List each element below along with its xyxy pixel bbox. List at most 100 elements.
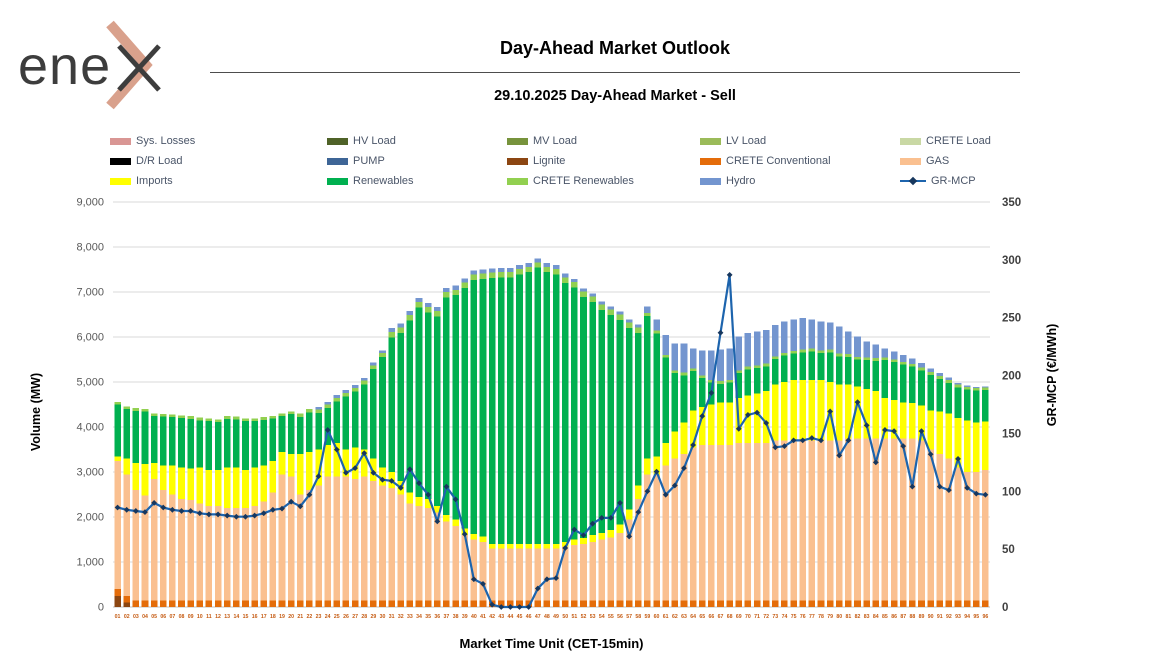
bar-stack-58 <box>634 324 642 607</box>
svg-text:71: 71 <box>754 614 760 620</box>
legend-item-hv-load: HV Load <box>327 135 507 147</box>
legend-item-hydro: Hydro <box>700 175 900 187</box>
bar-stack-05 <box>150 413 158 607</box>
svg-text:87: 87 <box>900 614 906 620</box>
svg-text:200: 200 <box>1002 371 1021 383</box>
svg-text:92: 92 <box>946 614 952 620</box>
svg-text:72: 72 <box>763 614 769 620</box>
legend-swatch-hv-load-icon <box>327 137 348 145</box>
bar-stack-01 <box>114 401 121 607</box>
bar-stack-60 <box>653 319 660 607</box>
bar-stack-30 <box>379 350 386 607</box>
svg-text:45: 45 <box>517 614 523 620</box>
bar-stack-45 <box>516 265 523 607</box>
svg-text:38: 38 <box>453 614 459 620</box>
svg-text:16: 16 <box>252 614 258 620</box>
svg-text:82: 82 <box>855 614 861 620</box>
svg-text:50: 50 <box>1002 544 1015 556</box>
legend-item-crete-load: CRETE Load <box>900 135 1010 147</box>
svg-text:30: 30 <box>380 614 386 620</box>
svg-text:28: 28 <box>361 614 367 620</box>
svg-text:22: 22 <box>307 614 313 620</box>
bar-stack-02 <box>123 406 130 607</box>
svg-text:74: 74 <box>782 614 788 620</box>
svg-text:37: 37 <box>444 614 450 620</box>
bar-stack-23 <box>315 406 322 607</box>
svg-text:03: 03 <box>133 614 139 620</box>
svg-text:42: 42 <box>489 614 495 620</box>
bar-stack-43 <box>497 268 505 607</box>
title-divider <box>210 72 1020 73</box>
svg-text:55: 55 <box>608 614 614 620</box>
bar-stack-64 <box>689 348 697 607</box>
svg-text:54: 54 <box>599 614 605 620</box>
legend-label: Sys. Losses <box>136 135 196 147</box>
bar-stack-76 <box>799 318 807 607</box>
legend-swatch-hydro-icon <box>700 177 721 185</box>
legend-label: Renewables <box>353 175 414 187</box>
bar-stack-88 <box>909 358 916 607</box>
bar-stack-20 <box>287 411 295 607</box>
bar-stack-44 <box>507 268 514 607</box>
svg-text:9,000: 9,000 <box>76 197 104 209</box>
bar-stack-06 <box>159 413 167 607</box>
svg-text:1,000: 1,000 <box>76 557 104 569</box>
svg-text:91: 91 <box>937 614 943 620</box>
svg-text:39: 39 <box>462 614 468 620</box>
svg-text:20: 20 <box>288 614 294 620</box>
svg-text:51: 51 <box>571 614 577 620</box>
svg-text:61: 61 <box>663 614 669 620</box>
legend-swatch-crete-load-icon <box>900 137 921 145</box>
bar-stack-94 <box>963 385 971 607</box>
legend-label: LV Load <box>726 135 767 147</box>
legend-label: PUMP <box>353 155 385 167</box>
chart-plot-area: 0 1,000 2,000 3,000 4,000 5,000 6,000 7,000 8,00… <box>76 197 1021 621</box>
svg-text:96: 96 <box>983 614 989 620</box>
bar-stack-77 <box>808 319 816 607</box>
legend-label: D/R Load <box>136 155 183 167</box>
svg-text:81: 81 <box>846 614 852 620</box>
y-axis-right-labels: 0 50 100 150 200 250 300 350 <box>1002 197 1021 614</box>
bar-stack-48 <box>543 262 551 607</box>
svg-text:56: 56 <box>617 614 623 620</box>
svg-text:41: 41 <box>480 614 486 620</box>
svg-text:77: 77 <box>809 614 815 620</box>
svg-text:3,000: 3,000 <box>76 467 104 479</box>
stacked-bars <box>114 258 989 607</box>
legend-label: CRETE Renewables <box>533 175 634 187</box>
bar-stack-15 <box>242 418 249 607</box>
bar-stack-54 <box>598 301 606 607</box>
svg-text:59: 59 <box>645 614 651 620</box>
legend-item-imports: Imports <box>110 175 327 187</box>
svg-text:34: 34 <box>416 614 422 620</box>
bar-stack-25 <box>333 395 341 607</box>
svg-text:80: 80 <box>836 614 842 620</box>
svg-text:83: 83 <box>864 614 870 620</box>
svg-text:29: 29 <box>370 614 376 620</box>
svg-text:25: 25 <box>334 614 340 620</box>
bar-stack-91 <box>936 373 944 607</box>
bar-stack-86 <box>890 351 898 607</box>
svg-text:35: 35 <box>425 614 431 620</box>
chart-legend: Sys. Losses HV Load MV Load LV Load CRETE Lo… <box>110 131 1010 191</box>
legend-item-mv-load: MV Load <box>507 135 700 147</box>
bar-stack-24 <box>324 401 331 607</box>
bar-stack-26 <box>342 390 350 607</box>
bar-stack-21 <box>296 413 304 607</box>
bar-stack-81 <box>845 331 852 607</box>
legend-label: GR-MCP <box>931 175 976 187</box>
legend-label: MV Load <box>533 135 578 147</box>
svg-text:52: 52 <box>581 614 587 620</box>
svg-text:60: 60 <box>654 614 660 620</box>
svg-text:90: 90 <box>928 614 934 620</box>
svg-text:4,000: 4,000 <box>76 422 104 434</box>
bar-stack-74 <box>781 321 788 607</box>
bar-stack-52 <box>580 288 587 607</box>
svg-text:49: 49 <box>553 614 559 620</box>
svg-text:50: 50 <box>562 614 568 620</box>
bar-stack-68 <box>726 348 733 607</box>
bar-stack-17 <box>260 417 268 607</box>
bar-stack-82 <box>854 336 861 607</box>
svg-text:06: 06 <box>160 614 166 620</box>
legend-item-d-r-load: D/R Load <box>110 155 327 167</box>
